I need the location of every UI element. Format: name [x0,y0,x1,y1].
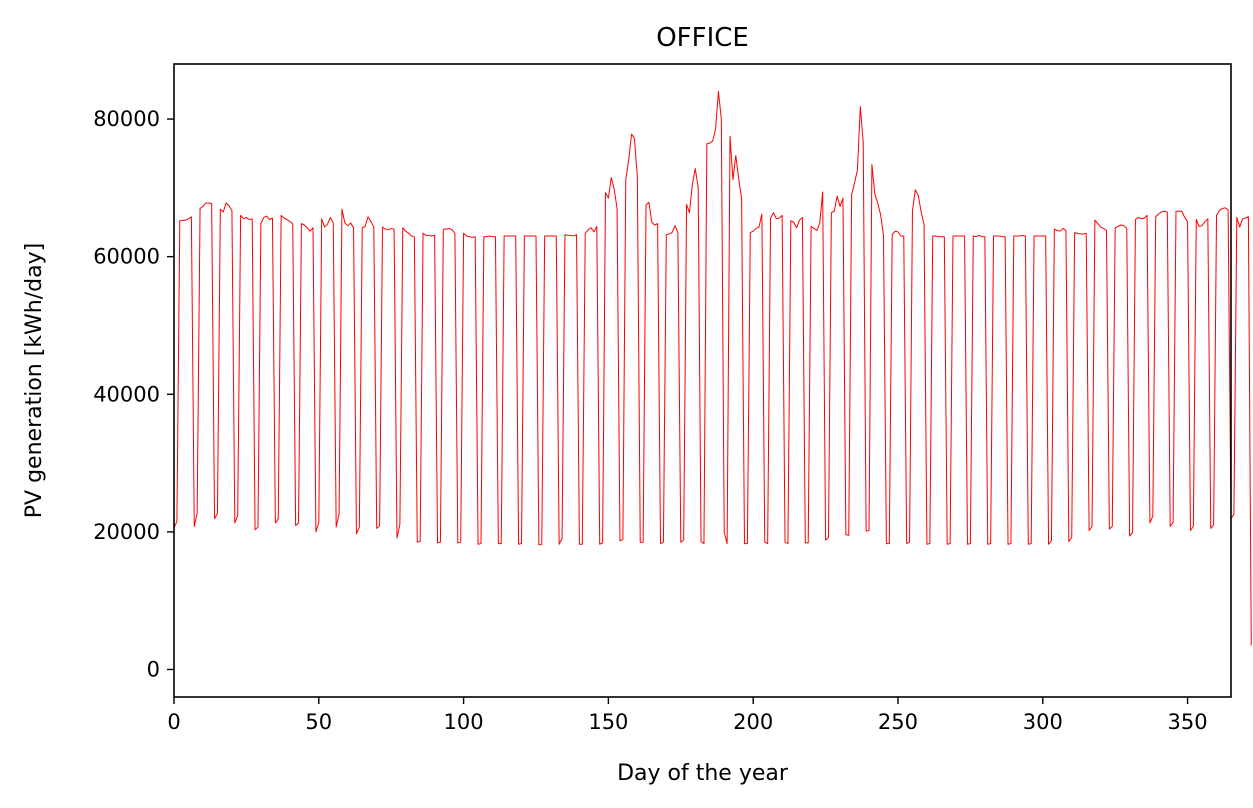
x-tick-label: 200 [733,710,773,734]
x-tick-label: 250 [878,710,918,734]
y-tick-label: 20000 [93,520,160,544]
y-tick-label: 40000 [93,382,160,406]
plot-frame [173,63,1232,698]
y-tick-label: 80000 [93,107,160,131]
y-tick-label: 0 [147,657,160,681]
x-tick-label: 50 [305,710,332,734]
chart-title: OFFICE [656,23,749,53]
pv-generation-series-line [173,91,1252,646]
y-axis-label: PV generation [kWh/day] [22,243,47,518]
x-axis-label: Day of the year [617,761,789,786]
x-tick-label: 100 [444,710,484,734]
y-tick-label: 60000 [93,245,160,269]
x-axis: 0 50 100 150 200 250 300 350 [167,697,1208,734]
x-tick-label: 150 [588,710,628,734]
x-tick-label: 0 [167,710,180,734]
plot-area [173,63,1252,698]
x-tick-label: 300 [1023,710,1063,734]
x-tick-label: 350 [1168,710,1208,734]
y-axis: 0 20000 40000 60000 80000 [93,107,174,681]
